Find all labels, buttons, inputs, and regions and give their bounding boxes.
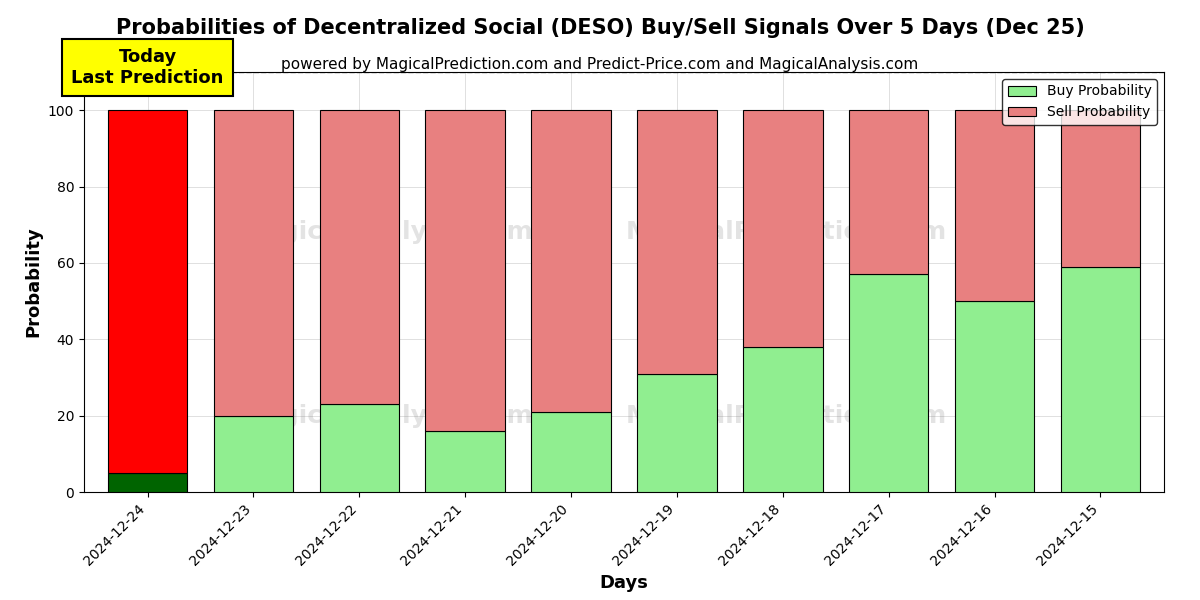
Bar: [1061, 110, 1140, 267]
Bar: [532, 412, 611, 492]
Bar: [214, 416, 293, 492]
Bar: [319, 404, 400, 492]
Bar: [319, 110, 400, 404]
Text: MagicalPrediction.com: MagicalPrediction.com: [625, 404, 947, 428]
Bar: [743, 347, 822, 492]
Bar: [108, 473, 187, 492]
Bar: [743, 110, 822, 347]
Text: MagicalAnalysis.com: MagicalAnalysis.com: [240, 404, 533, 428]
Bar: [426, 110, 505, 431]
Bar: [637, 110, 716, 374]
Bar: [108, 110, 187, 473]
Bar: [1061, 267, 1140, 492]
X-axis label: Days: Days: [600, 574, 648, 592]
Bar: [214, 110, 293, 416]
Bar: [955, 110, 1034, 301]
Text: MagicalAnalysis.com: MagicalAnalysis.com: [240, 220, 533, 244]
Bar: [532, 110, 611, 412]
Bar: [637, 374, 716, 492]
Text: Probabilities of Decentralized Social (DESO) Buy/Sell Signals Over 5 Days (Dec 2: Probabilities of Decentralized Social (D…: [115, 18, 1085, 38]
Text: Today
Last Prediction: Today Last Prediction: [71, 49, 223, 87]
Bar: [426, 431, 505, 492]
Bar: [850, 274, 929, 492]
Y-axis label: Probability: Probability: [24, 227, 42, 337]
Bar: [955, 301, 1034, 492]
Text: MagicalPrediction.com: MagicalPrediction.com: [625, 220, 947, 244]
Bar: [850, 110, 929, 274]
Legend: Buy Probability, Sell Probability: Buy Probability, Sell Probability: [1002, 79, 1157, 125]
Text: powered by MagicalPrediction.com and Predict-Price.com and MagicalAnalysis.com: powered by MagicalPrediction.com and Pre…: [281, 57, 919, 72]
